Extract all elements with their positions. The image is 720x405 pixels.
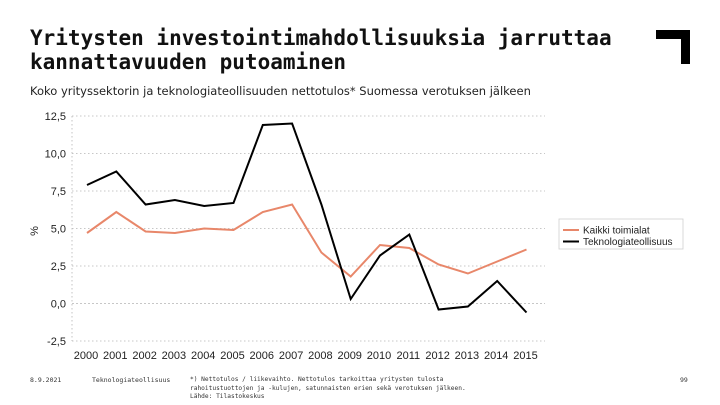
x-tick-label: 2010 [367, 350, 391, 362]
y-tick-label: 7,5 [51, 186, 66, 198]
x-tick-label: 2015 [513, 350, 537, 362]
footer-note: *) Nettotulos / liikevaihto. Nettotulos … [190, 376, 490, 402]
x-tick-label: 2002 [132, 350, 156, 362]
y-tick-label: 10,0 [45, 149, 66, 161]
title-line-1: Yritysten investointimahdollisuuksia jar… [30, 26, 612, 50]
page-number: 99 [680, 376, 688, 384]
footer-source: Lähde: Tilastokeskus [190, 393, 265, 400]
legend-label: Teknologiateollisuus [583, 237, 673, 248]
footer-date: 8.9.2021 [30, 376, 62, 384]
x-tick-label: 2003 [162, 350, 186, 362]
page-subtitle: Koko yrityssektorin ja teknologiateollis… [30, 84, 531, 98]
x-tick-label: 2006 [250, 350, 274, 362]
x-tick-label: 2004 [191, 350, 215, 362]
series-line-1 [86, 203, 527, 278]
x-tick-label: 2001 [103, 350, 127, 362]
footer-note-line-1: *) Nettotulos / liikevaihto. Nettotulos … [190, 376, 444, 383]
series-line-2 [86, 122, 528, 314]
legend-box [558, 218, 684, 250]
x-tick-labels: 2000 2001 2002 2003 2004 2005 2006 2007 2008 2009… [74, 350, 538, 362]
footer-note-line-2: rahoitustuottojen ja -kulujen, satunnais… [190, 384, 466, 392]
x-tick-label: 2009 [337, 350, 361, 362]
y-tick-label: -2,5 [47, 336, 66, 348]
x-tick-label: 2013 [455, 350, 479, 362]
page-title: Yritysten investointimahdollisuuksia jar… [30, 26, 630, 74]
x-tick-label: 2005 [220, 350, 244, 362]
x-tick-label: 2012 [425, 350, 449, 362]
y-tick-label: 2,5 [51, 261, 66, 273]
x-tick-label: 2008 [308, 350, 332, 362]
title-line-2: kannattavuuden putoaminen [30, 50, 347, 74]
x-tick-label: 2014 [484, 350, 508, 362]
brand-logo-icon [656, 30, 690, 64]
x-tick-label: 2000 [74, 350, 98, 362]
series-layer [86, 122, 528, 314]
y-tick-label: 12,5 [45, 111, 66, 123]
grid-layer [71, 115, 545, 342]
y-tick-label: 5,0 [51, 224, 66, 236]
legend-label: Kaikki toimialat [583, 226, 650, 237]
y-tick-labels: 12,5 10,0 7,5 5,0 2,5 0,0 -2,5 [45, 111, 66, 348]
y-tick-label: 0,0 [51, 299, 66, 311]
footer-org: Teknologiateollisuus [92, 376, 171, 384]
x-tick-label: 2007 [279, 350, 303, 362]
y-axis-label: % [29, 226, 41, 236]
x-tick-label: 2011 [396, 350, 420, 362]
